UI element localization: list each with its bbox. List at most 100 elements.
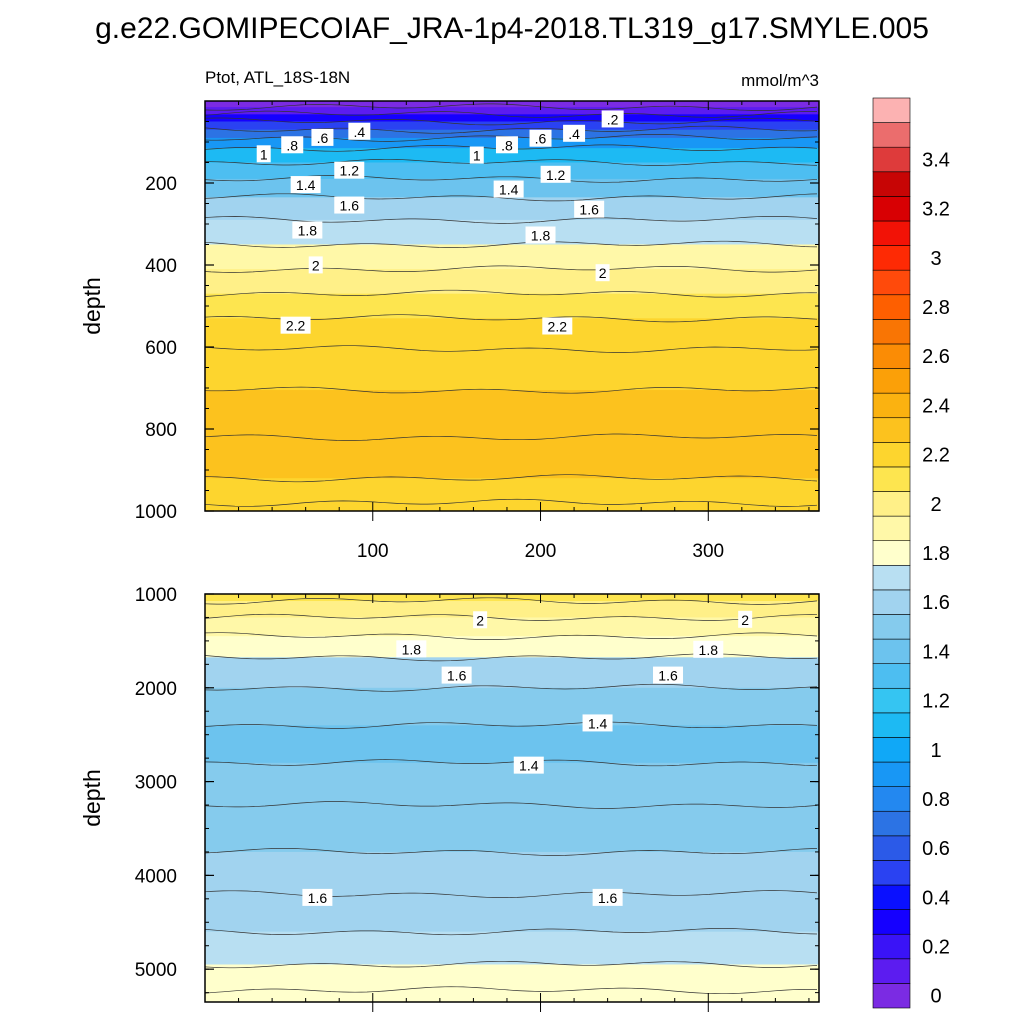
colorbar-box	[872, 564, 911, 591]
colorbar-box	[872, 884, 911, 910]
colorbar-label: 1.6	[922, 592, 950, 614]
contour-label-text: 2.2	[286, 318, 306, 334]
contour-line	[205, 960, 818, 969]
contour-label: 1.6	[302, 888, 333, 906]
depth-band	[205, 657, 819, 689]
contour-label-text: 1.8	[531, 227, 551, 243]
contour-label-box	[493, 180, 524, 198]
depth-band	[205, 851, 819, 895]
contour-label-box	[302, 888, 333, 906]
colorbar-box	[872, 589, 911, 615]
colorbar-box	[872, 687, 911, 714]
contour-label-text: 1.8	[699, 642, 719, 658]
depth-band	[205, 293, 819, 319]
contour-label-text: .6	[535, 131, 547, 147]
contour-label: 1.2	[540, 165, 571, 183]
colorbar-label: 0.6	[922, 838, 950, 860]
ytick-label: 4000	[135, 866, 177, 887]
contour-label-text: .8	[286, 137, 298, 153]
lower-contour-lines	[205, 597, 818, 995]
contour-label-text: 1.4	[519, 758, 539, 774]
contour-label-text: .6	[317, 130, 329, 146]
colorbar-box	[872, 442, 911, 468]
upper-contour-labels: .2 .4 .4 .6 .6 .8 .8 1 1 1.2 1.2 1.4 1.4 1.6 1.6 1.8 1.8…	[256, 110, 624, 335]
contour-label-text: 1.4	[499, 182, 519, 198]
contour-label-text: 1	[260, 146, 268, 162]
contour-label: 2.2	[280, 316, 311, 334]
contour-label-box	[601, 110, 624, 128]
contour-label-box	[334, 196, 365, 214]
contour-label-text: .8	[501, 137, 513, 153]
contour-label: .2	[601, 110, 624, 128]
colorbar-box	[872, 196, 911, 222]
colorbar-label: 2.8	[922, 297, 950, 319]
contour-label: .6	[311, 128, 334, 146]
contour-label-text: 1	[473, 148, 481, 164]
contour-line	[205, 240, 818, 248]
contour-label-box	[495, 136, 518, 154]
depth-band	[205, 121, 819, 131]
contour-label-text: 1.6	[308, 890, 328, 906]
contour-line	[205, 613, 818, 621]
upper-contour-lines	[205, 103, 818, 507]
colorbar-label: 0.8	[922, 789, 950, 811]
depth-band	[205, 197, 819, 221]
contour-label: 1.4	[582, 714, 613, 732]
contour-label-box	[469, 146, 484, 164]
contour-label-box	[542, 317, 573, 335]
contour-label-text: .4	[353, 124, 365, 140]
colorbar-box	[872, 146, 911, 173]
colorbar: 0 0.2 0.4 0.6 0.8 1 1.2 1.4 1.6 1.8 2 2.2 2.4 2.6 2.8 3…	[872, 97, 950, 1009]
contour-line	[205, 986, 818, 995]
contour-label: 2	[595, 264, 610, 282]
contour-label-text: 1.6	[598, 890, 618, 906]
contour-label-box	[540, 165, 571, 183]
upper-depth-bands	[205, 101, 819, 511]
depth-band	[205, 114, 819, 123]
contour-label: 1.6	[653, 666, 684, 684]
contour-line	[205, 215, 818, 224]
depth-band	[205, 594, 819, 602]
colorbar-label: 0.2	[922, 937, 950, 959]
contour-label-box	[396, 640, 427, 658]
colorbar-label: 1	[930, 740, 941, 762]
contour-line	[205, 847, 818, 856]
upper-ticks: 200 400 600 800 1000 100 200 300	[135, 100, 819, 562]
colorbar-box	[872, 786, 911, 812]
contour-line	[205, 193, 818, 202]
colorbar-box	[872, 466, 911, 492]
ytick-label: 600	[145, 338, 177, 359]
colorbar-box	[872, 171, 911, 197]
contour-label: .8	[495, 136, 518, 154]
contour-label: 1.6	[592, 888, 623, 906]
contour-line	[205, 265, 818, 273]
colorbar-label: 2.4	[922, 395, 950, 417]
contour-label: 1.6	[441, 666, 472, 684]
depth-band	[205, 725, 819, 764]
ytick-label: 1000	[135, 502, 177, 523]
contour-line	[205, 289, 818, 298]
lower-depth-bands	[205, 594, 819, 1002]
depth-band	[205, 687, 819, 726]
contour-label-box	[311, 128, 334, 146]
contour-line	[205, 386, 818, 394]
colorbar-box	[872, 663, 911, 689]
contour-label-text: 2	[476, 612, 484, 628]
colorbar-box	[872, 122, 911, 148]
colorbar-box	[872, 491, 911, 517]
colorbar-label: 1.4	[922, 641, 950, 663]
contour-label: 2	[308, 256, 323, 274]
contour-line	[205, 632, 818, 640]
contour-line	[205, 597, 818, 605]
contour-label-box	[582, 714, 613, 732]
colorbar-box	[872, 540, 911, 566]
contour-label: 1.8	[292, 221, 323, 239]
contour-label: 1	[256, 145, 271, 163]
contour-line	[205, 433, 818, 441]
colorbar-label: 3.4	[922, 149, 950, 171]
colorbar-box	[872, 638, 911, 664]
colorbar-label: 2.6	[922, 346, 950, 368]
contour-label-box	[693, 640, 724, 658]
ytick-label: 800	[145, 420, 177, 441]
